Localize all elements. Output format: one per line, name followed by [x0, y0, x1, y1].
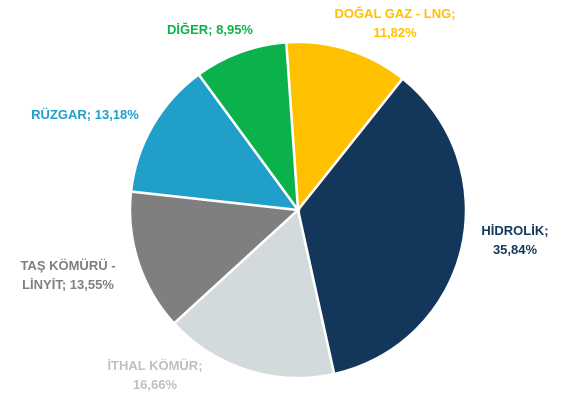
value-label: 8,95%	[216, 22, 253, 37]
category: HİDROLİK	[481, 223, 545, 238]
pie-slice	[172, 207, 336, 380]
data-label: TAŞ KÖMÜRÜ - LİNYİT; 13,55%	[3, 256, 133, 294]
category: DOĞAL GAZ - LNG	[334, 6, 452, 21]
separator: ;	[198, 358, 203, 373]
value-label: 13,55%	[69, 277, 114, 292]
pie-slice	[284, 40, 405, 214]
pie-slice	[196, 41, 300, 215]
value-label: 16,66%	[132, 377, 178, 392]
category: TAŞ KÖMÜRÜ - LİNYİT	[20, 258, 116, 292]
separator: ;	[208, 22, 217, 37]
pie-slice	[296, 76, 468, 376]
category: DİĞER	[167, 22, 209, 37]
data-label: RÜZGAR; 13,18%	[10, 105, 160, 124]
value-label: 35,84%	[492, 242, 538, 257]
data-label: DOĞAL GAZ - LNG; 11,82%	[330, 4, 460, 42]
data-label: İTHAL KÖMÜR; 16,66%	[85, 356, 225, 394]
pie-slice	[129, 72, 301, 212]
separator: ;	[61, 277, 70, 292]
separator: ;	[451, 6, 456, 21]
data-label: HİDROLİK; 35,84%	[470, 221, 560, 259]
pie-slice	[128, 190, 301, 326]
separator: ;	[86, 107, 95, 122]
category: RÜZGAR	[31, 107, 87, 122]
category: İTHAL KÖMÜR	[107, 358, 199, 373]
value-label: 13,18%	[94, 107, 139, 122]
data-label: DİĞER; 8,95%	[145, 20, 275, 39]
separator: ;	[544, 223, 549, 238]
value-label: 11,82%	[373, 25, 417, 40]
